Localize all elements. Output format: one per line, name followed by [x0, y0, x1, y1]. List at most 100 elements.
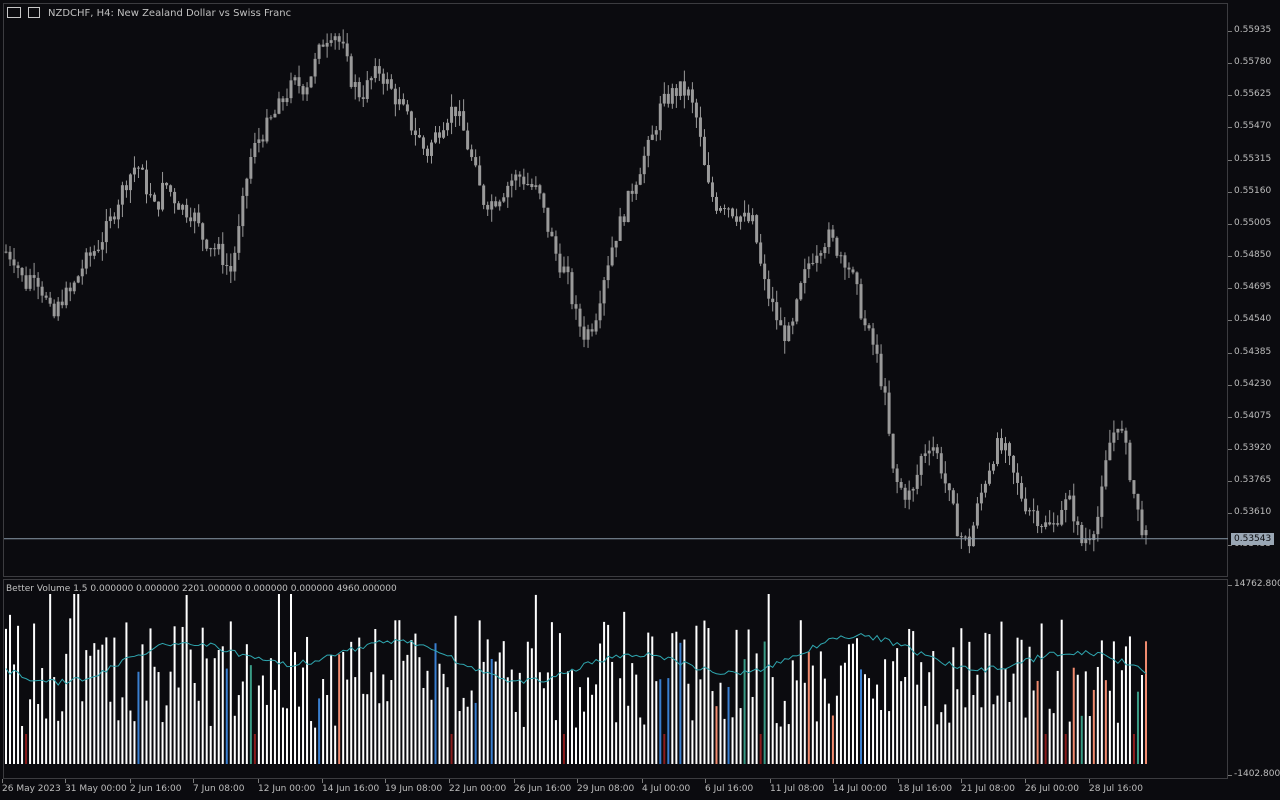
candle-body — [245, 178, 249, 196]
candle-body — [450, 106, 454, 123]
volume-bar — [253, 734, 256, 764]
volume-bar — [314, 727, 317, 764]
candle-body — [1044, 522, 1048, 527]
candle-body — [622, 216, 626, 223]
candle-body — [8, 251, 12, 260]
volume-bar — [1104, 680, 1107, 764]
volume-bar — [579, 687, 582, 764]
candle-body — [1088, 539, 1092, 541]
volume-bar — [366, 694, 369, 764]
volume-bar — [815, 721, 818, 764]
volume-bar — [285, 708, 288, 764]
volume-bar — [290, 594, 292, 764]
volume-bar — [896, 648, 899, 764]
volume-bar — [330, 655, 333, 764]
volume-bar — [1044, 734, 1047, 764]
candle-body — [281, 98, 285, 103]
candle-body — [650, 134, 654, 140]
candle-body — [827, 229, 831, 248]
candle-body — [831, 229, 835, 238]
candle-body — [52, 303, 56, 317]
candle-body — [927, 450, 931, 454]
candle-body — [369, 78, 373, 81]
candle-body — [161, 182, 165, 210]
candle-body — [381, 73, 385, 84]
volume-bar — [884, 659, 887, 764]
volume-bar — [526, 641, 529, 764]
volume-bar — [165, 705, 168, 764]
candle-body — [44, 295, 48, 298]
candle-body — [967, 536, 971, 547]
candle-body — [241, 195, 245, 227]
candle-body — [1020, 482, 1024, 499]
candle-body — [474, 157, 478, 166]
volume-indicator-pane[interactable] — [3, 579, 1228, 779]
volume-bar — [1124, 646, 1127, 764]
candlestick-chart[interactable] — [0, 0, 1228, 578]
candle-body — [1028, 510, 1032, 512]
candle-body — [1024, 498, 1028, 512]
candle-body — [638, 174, 642, 185]
price-tick: 0.53920 — [1227, 442, 1272, 453]
volume-bar — [1068, 721, 1071, 764]
volume-bar — [434, 643, 437, 764]
candle-body — [165, 182, 169, 186]
volume-bar — [992, 704, 995, 764]
volume-bar — [370, 672, 373, 764]
candle-body — [751, 215, 755, 222]
candle-body — [405, 104, 409, 112]
candle-body — [534, 185, 538, 188]
candle-body — [185, 204, 189, 218]
candle-body — [767, 279, 771, 299]
volume-bar — [454, 615, 457, 764]
main-chart-pane[interactable] — [3, 3, 1228, 577]
volume-bar — [779, 726, 782, 764]
candle-body — [88, 252, 92, 256]
candle-body — [217, 243, 221, 250]
volume-bar — [956, 689, 959, 764]
candle-body — [847, 267, 851, 270]
candle-body — [702, 136, 706, 166]
volume-bar — [145, 700, 148, 764]
candle-body — [313, 58, 317, 77]
candle-body — [486, 204, 490, 210]
volume-bar — [438, 663, 441, 764]
candle-body — [803, 269, 807, 284]
volume-bar — [1012, 673, 1015, 764]
candle-body — [454, 106, 458, 117]
volume-scale-bottom: -1402.8000 — [1228, 769, 1280, 779]
volume-bar — [711, 691, 714, 764]
trade-icon[interactable] — [28, 7, 40, 18]
candle-body — [56, 301, 60, 317]
volume-bar — [936, 724, 939, 764]
volume-bar — [65, 653, 68, 764]
volume-bar — [490, 658, 493, 764]
time-tick: 7 Jun 08:00 — [193, 779, 245, 794]
candle-body — [879, 353, 883, 387]
chart-menu-icon[interactable] — [7, 7, 21, 18]
time-tick: 2 Jun 16:00 — [130, 779, 182, 794]
volume-histogram[interactable] — [0, 0, 1228, 790]
volume-bar — [378, 703, 381, 764]
candle-body — [610, 247, 614, 266]
time-tick: 21 Jul 08:00 — [961, 779, 1015, 794]
candle-body — [333, 36, 337, 41]
volume-bar — [281, 707, 284, 764]
candle-body — [775, 302, 779, 321]
volume-bar — [141, 644, 144, 764]
volume-bar — [225, 668, 228, 764]
candle-body — [843, 255, 847, 268]
volume-bar — [534, 594, 537, 764]
volume-bar — [1100, 640, 1103, 764]
candle-body — [153, 194, 157, 202]
candle-body — [1056, 523, 1060, 525]
volume-bar — [269, 658, 272, 764]
volume-bar — [807, 651, 810, 764]
price-tick: 0.55005 — [1227, 217, 1272, 228]
volume-bar — [1004, 668, 1007, 764]
volume-bar — [811, 665, 814, 764]
candle-body — [120, 185, 124, 205]
candle-body — [1104, 460, 1108, 487]
candle-body — [791, 321, 795, 326]
volume-bar — [121, 697, 124, 764]
